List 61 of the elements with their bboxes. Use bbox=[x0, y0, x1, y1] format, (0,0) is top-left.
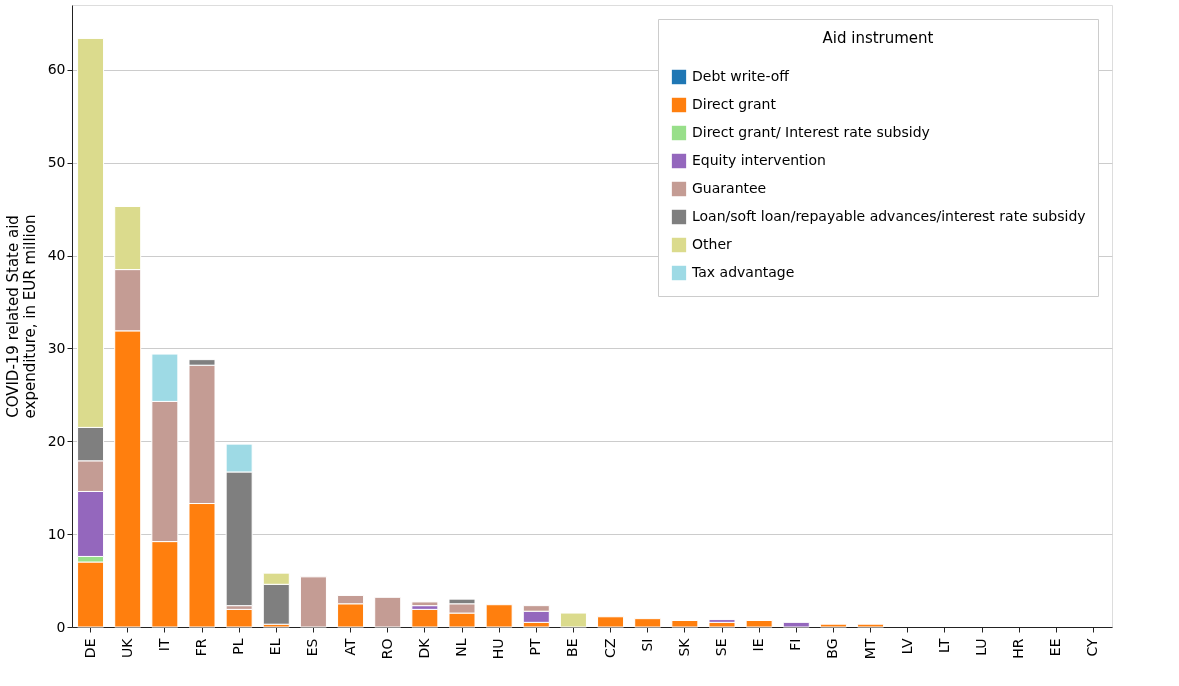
x-tick-label: UK bbox=[118, 637, 135, 658]
x-tick-label: AT bbox=[341, 638, 358, 656]
x-tick-label: HU bbox=[490, 638, 507, 660]
bar bbox=[559, 612, 587, 628]
x-tick-label: CZ bbox=[601, 638, 618, 658]
y-tick-label: 20 bbox=[47, 432, 66, 449]
x-tick-label: IT bbox=[155, 638, 172, 652]
x-tick-label: MT bbox=[861, 638, 878, 660]
x-tick-label: LT bbox=[935, 638, 952, 653]
x-tick-label: EL bbox=[267, 638, 284, 656]
x-tick-label: PT bbox=[527, 638, 544, 656]
y-tick-label: 10 bbox=[47, 525, 66, 542]
x-tick-label: CY bbox=[1084, 638, 1101, 657]
bar bbox=[299, 576, 327, 628]
bar bbox=[77, 561, 105, 628]
x-tick-label: PL bbox=[230, 638, 247, 655]
x-tick-label: HR bbox=[1010, 638, 1027, 659]
x-tick-label: LU bbox=[973, 638, 989, 656]
x-tick-label: SE bbox=[713, 638, 729, 657]
y-tick-label: 60 bbox=[47, 61, 66, 78]
x-tick-label: FR bbox=[193, 638, 209, 657]
y-axis-title: COVID-19 related State aid expenditure, in EUR million bbox=[3, 214, 39, 419]
y-tick-label: 30 bbox=[47, 339, 66, 356]
legend-label: Other bbox=[692, 236, 732, 252]
x-tick-label: DK bbox=[415, 637, 432, 659]
bar bbox=[745, 620, 773, 628]
bar bbox=[597, 616, 625, 628]
x-tick-label: BG bbox=[824, 638, 841, 659]
y-tick-label: 40 bbox=[47, 247, 66, 264]
legend-label: Loan/soft loan/repayable advances/interest rate subsidy bbox=[692, 208, 1086, 224]
x-tick-label: BE bbox=[564, 638, 581, 657]
bar bbox=[634, 618, 662, 628]
bar bbox=[782, 621, 810, 628]
x-tick-label: SI bbox=[638, 638, 655, 652]
bar bbox=[225, 608, 253, 628]
legend-label: Equity intervention bbox=[692, 152, 826, 168]
bar bbox=[411, 601, 439, 607]
bar bbox=[374, 596, 402, 628]
bar bbox=[708, 621, 736, 628]
bar bbox=[819, 623, 847, 628]
x-tick-label: SK bbox=[675, 637, 692, 657]
bar bbox=[411, 608, 439, 628]
legend-label: Guarantee bbox=[692, 180, 767, 196]
legend-label: Debt write-off bbox=[692, 68, 790, 84]
bar bbox=[857, 623, 885, 628]
legend-label: Direct grant/ Interest rate subsidy bbox=[692, 124, 930, 140]
legend-label: Tax advantage bbox=[691, 264, 795, 280]
x-tick-label: EE bbox=[1047, 638, 1064, 657]
bar bbox=[671, 620, 699, 628]
x-tick-label: ES bbox=[304, 638, 321, 657]
x-tick-label: NL bbox=[453, 638, 469, 657]
legend-title: Aid instrument bbox=[822, 29, 934, 47]
y-tick-label: 0 bbox=[56, 618, 66, 635]
legend-label: Direct grant bbox=[692, 96, 777, 112]
x-tick-label: LV bbox=[898, 638, 915, 655]
y-tick-label: 50 bbox=[47, 154, 66, 171]
x-tick-label: DE bbox=[81, 638, 98, 659]
x-tick-label: IE bbox=[750, 638, 767, 652]
x-tick-label: RO bbox=[378, 638, 395, 660]
bar bbox=[485, 604, 513, 628]
x-tick-label: FI bbox=[787, 638, 804, 651]
